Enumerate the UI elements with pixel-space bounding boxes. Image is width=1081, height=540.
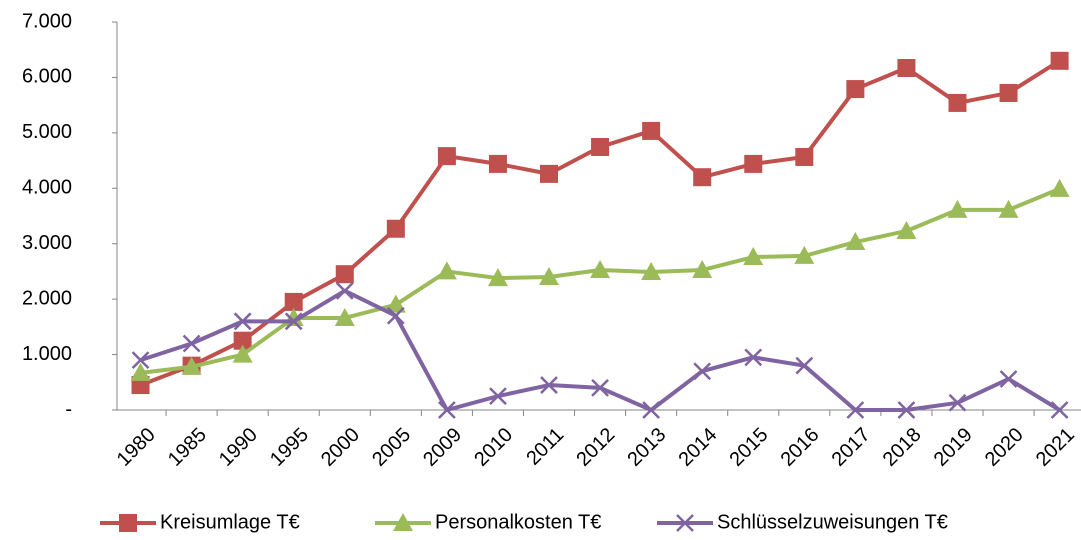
marker: [437, 147, 456, 166]
marker: [591, 378, 609, 397]
marker: [393, 513, 413, 531]
marker: [119, 514, 137, 532]
marker: [948, 93, 967, 112]
x-tick-label: 2018: [879, 424, 926, 471]
marker: [795, 356, 814, 375]
x-tick-label: 1985: [164, 424, 211, 471]
legend-label: Schlüsselzuweisungen T€: [717, 511, 948, 533]
y-tick-label: -: [65, 398, 72, 420]
marker: [438, 401, 456, 419]
marker: [676, 514, 694, 532]
x-tick-label: 1990: [215, 424, 262, 471]
x-tick-label: 1980: [113, 424, 160, 471]
marker: [590, 260, 611, 279]
marker: [130, 362, 151, 381]
marker: [591, 137, 610, 156]
y-tick-label: 7.000: [22, 10, 72, 32]
marker: [1050, 401, 1069, 419]
marker: [999, 370, 1018, 388]
marker: [947, 199, 968, 218]
marker: [386, 219, 405, 238]
marker: [488, 154, 507, 173]
x-tick-label: 2021: [1032, 424, 1079, 471]
marker: [540, 164, 559, 183]
y-tick-label: 3.000: [22, 232, 72, 254]
marker: [233, 331, 252, 350]
y-tick-label: 5.000: [22, 121, 72, 143]
marker: [539, 266, 560, 285]
marker: [692, 260, 713, 279]
marker: [794, 245, 815, 264]
x-tick-label: 2017: [828, 424, 875, 471]
x-tick-label: 1995: [266, 424, 313, 471]
marker: [896, 220, 917, 239]
marker: [795, 147, 814, 166]
marker: [131, 351, 150, 369]
x-tick-label: 2005: [368, 424, 415, 471]
marker: [334, 307, 355, 326]
x-tick-label: 2014: [674, 424, 721, 471]
marker: [436, 261, 457, 280]
x-tick-label: 2012: [572, 424, 619, 471]
x-tick-label: 2010: [470, 424, 517, 471]
marker: [693, 168, 712, 187]
marker: [385, 294, 406, 313]
marker: [284, 292, 303, 311]
marker: [335, 281, 354, 300]
marker: [743, 247, 764, 266]
marker: [948, 393, 967, 412]
marker: [1050, 51, 1069, 70]
marker: [642, 401, 661, 419]
marker: [181, 356, 202, 375]
x-tick-label: 2013: [623, 424, 670, 471]
marker: [641, 261, 662, 280]
marker: [232, 344, 253, 363]
marker: [998, 199, 1019, 218]
marker: [233, 312, 252, 331]
marker: [999, 83, 1018, 102]
marker: [897, 59, 916, 78]
x-tick-label: 2000: [317, 424, 364, 471]
marker: [845, 232, 866, 251]
x-tick-label: 2020: [981, 424, 1028, 471]
x-tick-label: 2011: [522, 424, 568, 470]
legend-label: Personalkosten T€: [435, 511, 601, 533]
legend-label: Kreisumlage T€: [160, 511, 300, 533]
marker: [744, 348, 763, 367]
marker: [642, 121, 661, 140]
marker: [1049, 178, 1070, 197]
marker: [489, 387, 507, 406]
marker: [897, 401, 916, 419]
marker: [386, 306, 405, 325]
marker: [182, 334, 201, 353]
series-line: [139, 288, 1061, 412]
marker: [846, 401, 865, 419]
x-tick-label: 2019: [930, 424, 977, 471]
marker: [744, 154, 763, 173]
series-line: [140, 186, 1061, 375]
marker: [284, 312, 303, 331]
marker: [693, 362, 712, 381]
marker: [335, 265, 354, 284]
x-tick-label: 2016: [777, 424, 824, 471]
marker: [846, 80, 865, 99]
y-tick-label: 2.000: [22, 287, 72, 309]
marker: [540, 376, 558, 394]
x-tick-label: 2009: [419, 424, 466, 471]
y-tick-label: 1.000: [22, 343, 72, 365]
y-tick-label: 4.000: [22, 177, 72, 199]
marker: [487, 268, 508, 287]
y-tick-label: 6.000: [22, 66, 72, 88]
x-tick-label: 2015: [725, 424, 772, 471]
